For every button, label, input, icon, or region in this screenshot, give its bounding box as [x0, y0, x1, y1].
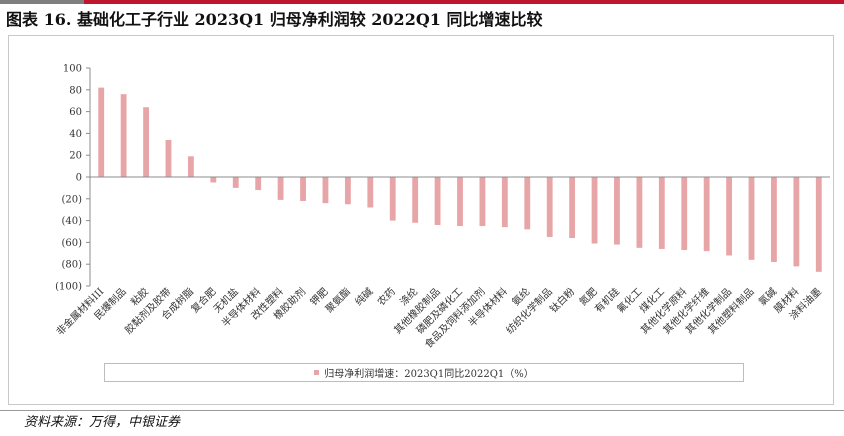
legend-label: 归母净利润增速：2023Q1同比2022Q1（%） — [324, 369, 534, 380]
y-tick-label: 80 — [69, 85, 82, 96]
bar — [658, 177, 665, 249]
bar — [344, 177, 351, 205]
bar — [524, 177, 531, 230]
x-category-label: 钛白粉 — [547, 285, 577, 315]
bar — [300, 177, 306, 201]
chart-frame — [8, 35, 834, 405]
y-tick-label: 0 — [76, 173, 82, 184]
bar — [120, 94, 127, 177]
y-tick-label: 100 — [63, 64, 82, 75]
bar — [412, 177, 419, 223]
y-tick-label: 20 — [69, 151, 82, 162]
bar — [255, 177, 262, 191]
y-tick-label: (80) — [61, 260, 82, 271]
bar — [703, 177, 710, 252]
y-tick-label: (100) — [55, 282, 82, 293]
y-tick-label: (40) — [61, 216, 82, 227]
y-tick-label: (20) — [61, 194, 82, 205]
bar — [210, 177, 217, 183]
legend: 归母净利润增速：2023Q1同比2022Q1（%） — [104, 363, 744, 382]
bar — [815, 177, 822, 272]
bar — [501, 177, 508, 228]
bar — [277, 177, 284, 200]
bar — [726, 177, 733, 256]
y-tick-label: 60 — [69, 107, 82, 118]
bar — [434, 177, 441, 225]
top-accent-bar — [0, 0, 844, 4]
bar — [636, 177, 643, 248]
bar — [793, 177, 800, 267]
bar — [389, 177, 396, 221]
bar — [367, 177, 374, 208]
bar — [748, 177, 755, 260]
page-title: 图表 16. 基础化工子行业 2023Q1 归母净利润较 2022Q1 同比增速… — [6, 10, 543, 29]
bar — [98, 87, 105, 177]
bar — [232, 177, 239, 188]
bar — [771, 177, 777, 263]
legend-swatch — [314, 370, 320, 375]
bar — [322, 177, 329, 204]
bar — [569, 177, 576, 239]
bar — [546, 177, 553, 237]
bar — [479, 177, 486, 227]
bar — [143, 107, 149, 177]
x-category-label: 聚氨酯 — [323, 285, 353, 315]
bar — [614, 177, 620, 245]
footer-divider — [0, 410, 844, 411]
bar — [591, 177, 598, 244]
source-note: 资料来源：万得，中银证券 — [24, 415, 181, 430]
y-tick-label: (60) — [61, 238, 82, 249]
top-bar-grey-segment — [0, 0, 84, 4]
top-bar-red-segment — [84, 0, 844, 4]
y-tick-label: 40 — [69, 129, 82, 140]
bar — [681, 177, 688, 251]
bar — [165, 139, 172, 177]
bar — [187, 156, 194, 177]
bar — [457, 177, 463, 227]
x-category-label: 农药 — [375, 285, 398, 308]
x-category-label: 纯碱 — [352, 285, 375, 308]
